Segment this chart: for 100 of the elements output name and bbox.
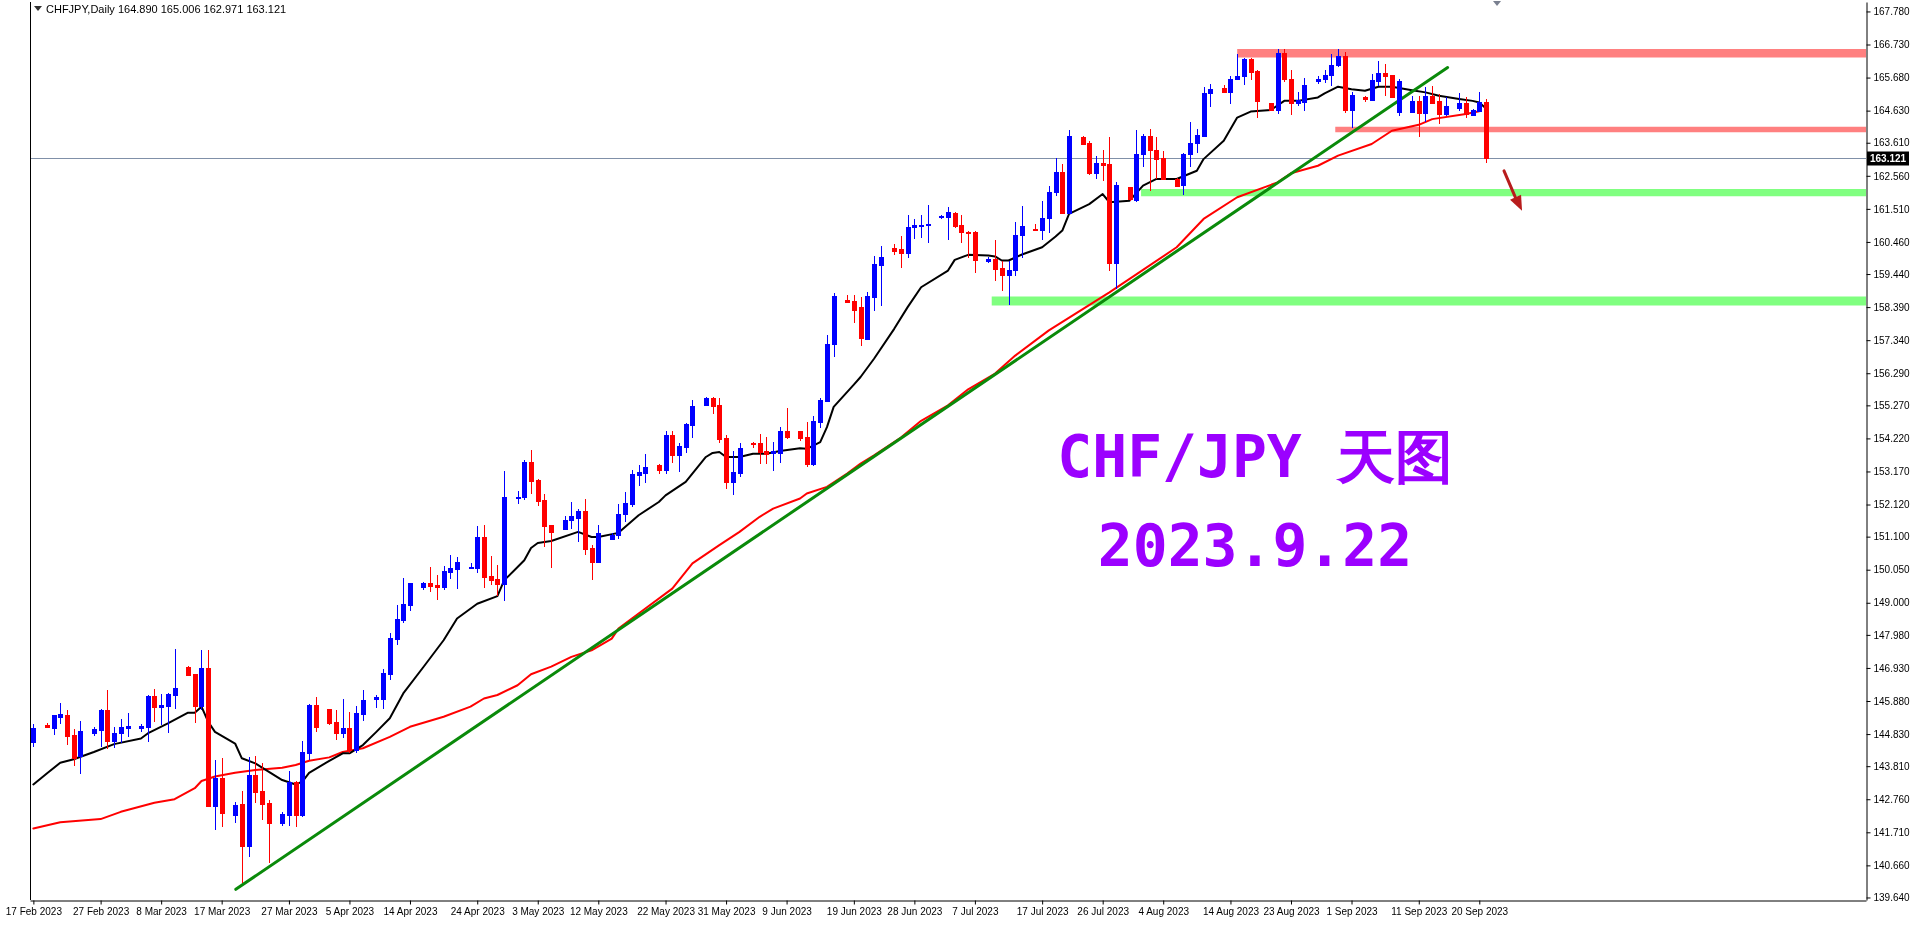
candlestick [307,703,312,761]
candlestick [1397,78,1402,117]
y-tick-label: 143.810 [1873,760,1911,772]
candlestick [327,708,332,726]
candlestick [879,245,884,307]
y-tick-label: 157.340 [1873,334,1911,346]
candlestick [92,726,97,737]
candlestick [973,230,978,274]
y-tick-label: 167.780 [1873,6,1911,18]
candlestick [455,556,460,590]
candlestick [1457,92,1462,112]
x-tick-label: 31 May 2023 [697,905,756,917]
candlestick [119,718,124,744]
y-tick-label: 142.760 [1873,793,1911,805]
annotation: CHF/JPY 天图 [1057,423,1453,491]
y-tick-label: 154.220 [1873,433,1911,445]
candlestick [45,722,50,729]
y-tick-label: 155.270 [1873,400,1911,412]
y-tick-label: 147.980 [1873,629,1911,641]
x-tick-label: 17 Mar 2023 [194,905,251,917]
x-tick-label: 24 Apr 2023 [450,905,506,917]
candlestick [919,214,924,239]
y-tick-label: 152.120 [1873,499,1911,511]
candlestick [865,291,870,341]
candlestick [408,582,413,612]
candlestick [267,799,272,864]
annotation: 2023.9.22 [1097,512,1413,580]
candlestick [731,450,736,496]
candlestick [1316,75,1321,85]
y-tick-label: 160.460 [1873,236,1911,248]
candlestick [287,770,292,827]
candlestick [1054,157,1059,197]
candlestick [1410,95,1415,114]
candlestick [1282,48,1287,83]
candlestick [946,206,951,241]
candlestick [166,692,171,734]
candlestick [139,723,144,733]
candlestick [583,498,588,556]
candlestick [193,673,198,724]
candlestick [785,407,790,440]
candlestick [421,581,426,591]
candlestick [1181,152,1186,196]
candlestick [361,689,366,722]
candlestick [738,442,743,478]
y-tick-label: 151.100 [1873,531,1911,543]
y-tick-label: 162.560 [1873,170,1911,182]
candlestick [1047,185,1052,234]
candlestick [859,296,864,347]
candlestick [1423,86,1428,123]
candlestick [778,426,783,464]
y-tick-label: 158.390 [1873,301,1911,313]
candlestick [1161,150,1166,181]
candlestick [798,430,803,442]
candlestick [1060,163,1065,215]
candlestick [159,693,164,726]
candlestick [112,726,117,749]
candlestick [872,255,877,312]
candlestick [334,709,339,741]
ref-line-label: 163.121 [1870,153,1907,164]
candlestick [832,292,837,358]
x-tick-label: 14 Aug 2023 [1202,905,1260,917]
x-tick-label: 12 May 2023 [569,905,629,917]
candlestick [347,711,352,754]
candlestick [1350,91,1355,129]
y-tick-label: 156.290 [1873,367,1911,379]
x-tick-label: 26 Jul 2023 [1077,905,1130,917]
x-tick-label: 8 Mar 2023 [136,905,188,917]
candlestick [623,491,628,523]
candlestick [670,430,675,464]
x-tick-label: 20 Sep 2023 [1451,905,1509,917]
candlestick [1363,95,1368,103]
x-tick-label: 1 Sep 2023 [1326,905,1379,917]
candlestick [1276,48,1281,115]
candlestick [1067,129,1072,214]
candlestick [549,524,554,569]
candlestick [993,239,998,282]
y-tick-label: 140.660 [1873,860,1911,872]
x-tick-label: 11 Sep 2023 [1391,905,1448,917]
candlestick [1430,85,1435,104]
candlestick [704,396,709,407]
y-tick-label: 164.630 [1873,105,1911,117]
x-tick-label: 17 Feb 2023 [5,905,63,917]
y-tick-label: 165.680 [1873,72,1911,84]
candlestick [892,243,897,256]
y-tick-label: 149.000 [1873,597,1911,609]
candlestick [213,759,218,831]
candlestick [1343,51,1348,114]
y-tick-label: 146.930 [1873,662,1911,674]
y-tick-label: 153.170 [1873,466,1911,478]
y-tick-label: 166.730 [1873,39,1911,51]
candlestick [247,756,252,858]
candlestick [65,709,70,746]
candlestick [1033,223,1038,232]
candlestick [751,441,756,449]
candlestick [314,696,319,733]
candlestick [1383,63,1388,97]
candlestick [99,708,104,748]
y-tick-label: 144.830 [1873,728,1911,740]
y-tick-label: 141.710 [1873,827,1911,838]
candlestick [428,566,433,593]
